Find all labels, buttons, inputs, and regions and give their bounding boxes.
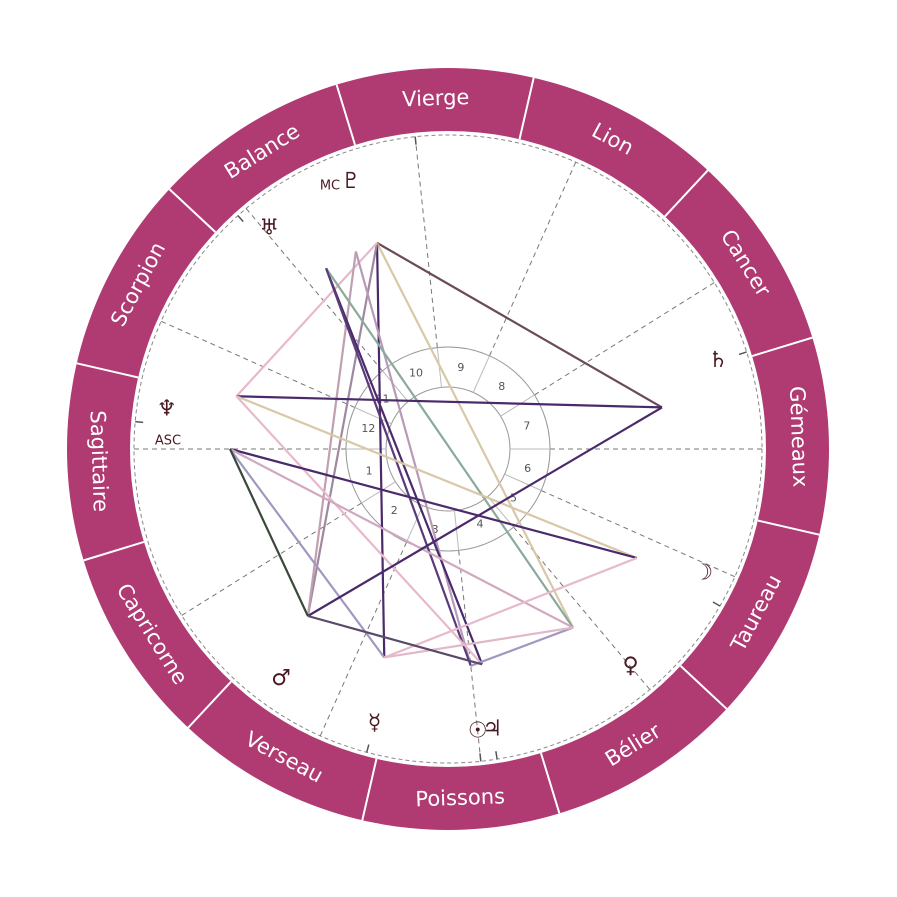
uranus-glyph-icon: ♅ bbox=[259, 215, 279, 240]
sign-divider bbox=[751, 336, 813, 357]
sign-divider bbox=[540, 752, 561, 814]
sun-glyph-icon: ☉ bbox=[468, 718, 488, 743]
cusp-tick bbox=[738, 351, 747, 356]
cusp-tick bbox=[712, 601, 721, 607]
mars-glyph-icon: ♂ bbox=[271, 666, 291, 691]
aspect-line bbox=[383, 556, 638, 659]
cusp-tick bbox=[414, 136, 417, 145]
aspect-line bbox=[470, 626, 574, 667]
aspect-line bbox=[236, 395, 638, 560]
mercury-glyph-icon: ☿ bbox=[368, 710, 382, 735]
sign-divider bbox=[168, 188, 217, 233]
cusp-tick bbox=[135, 420, 144, 424]
cusp-tick bbox=[495, 751, 498, 760]
jupiter-glyph-icon: ♃ bbox=[483, 717, 503, 742]
sign-divider bbox=[335, 84, 356, 146]
aspect-lines bbox=[229, 241, 663, 667]
aspect-line bbox=[306, 242, 379, 617]
sign-divider bbox=[664, 169, 709, 218]
sign-divider bbox=[518, 77, 535, 140]
cusp-ticks bbox=[135, 136, 747, 762]
sign-divider bbox=[679, 665, 728, 710]
aspect-line bbox=[229, 448, 309, 617]
house-number-12: 12 bbox=[361, 422, 375, 435]
house-number-2: 2 bbox=[391, 504, 398, 517]
house-spoke bbox=[406, 505, 424, 543]
house-number-9: 9 bbox=[457, 361, 464, 374]
house-number-1: 1 bbox=[366, 465, 373, 478]
house-number-7: 7 bbox=[523, 419, 530, 432]
aspect-line bbox=[384, 626, 574, 659]
pluto-glyph-icon: ♇ bbox=[341, 169, 361, 194]
house-number-3: 3 bbox=[432, 523, 439, 536]
house-spoke bbox=[472, 355, 490, 393]
planet-glyphs: ♇ ♅ ♆ ♄ ☽ ♀ ☉♃ ☿ ♂ bbox=[157, 169, 728, 743]
sign-label-vierge: Vierge bbox=[402, 85, 470, 111]
house-number-4: 4 bbox=[477, 517, 484, 530]
house-spoke bbox=[361, 481, 396, 504]
mc-label: MC bbox=[320, 179, 340, 194]
aspect-line bbox=[229, 448, 574, 629]
aspect-line bbox=[375, 242, 386, 658]
house-number-8: 8 bbox=[498, 380, 505, 393]
asc-label: ASC bbox=[155, 434, 181, 449]
aspect-line bbox=[229, 448, 386, 659]
cusp-tick bbox=[479, 753, 482, 762]
cusp-tick bbox=[237, 215, 244, 223]
aspect-line bbox=[229, 447, 638, 560]
aspect-line bbox=[235, 395, 483, 666]
sign-divider bbox=[757, 519, 820, 536]
aspect-line bbox=[325, 267, 472, 667]
aspect-line bbox=[376, 242, 575, 629]
house-number-5: 5 bbox=[510, 491, 517, 504]
house-number-10: 10 bbox=[409, 367, 423, 380]
sign-label-sagittaire: Sagittaire bbox=[85, 410, 113, 512]
house-spoke bbox=[382, 370, 409, 402]
house-spoke bbox=[504, 473, 542, 491]
sign-label-poissons: Poissons bbox=[415, 784, 505, 811]
sign-label-gemeaux: Gémeaux bbox=[785, 386, 813, 488]
house-spoke bbox=[487, 496, 514, 528]
sign-divider bbox=[83, 541, 145, 562]
saturn-glyph-icon: ♄ bbox=[708, 348, 728, 373]
sign-divider bbox=[361, 758, 378, 821]
neptune-glyph-icon: ♆ bbox=[157, 396, 177, 421]
sign-dividers bbox=[76, 77, 820, 821]
aspect-line bbox=[307, 614, 483, 666]
sign-divider bbox=[76, 362, 139, 379]
house-number-6: 6 bbox=[524, 462, 531, 475]
aspect-line bbox=[307, 406, 663, 617]
house-spoke bbox=[500, 394, 535, 417]
aspect-line bbox=[236, 395, 663, 409]
house-numbers: 123456789101112 bbox=[361, 361, 531, 536]
aspect-line bbox=[325, 267, 574, 629]
cusp-tick bbox=[366, 744, 370, 753]
house-number-ring-inner bbox=[385, 386, 511, 512]
moon-glyph-icon: ☽ bbox=[693, 560, 713, 585]
aspect-line bbox=[325, 267, 484, 665]
aspect-line bbox=[354, 251, 472, 667]
house-spoke bbox=[453, 510, 460, 551]
venus-glyph-icon: ♀ bbox=[622, 654, 638, 679]
sign-divider bbox=[187, 680, 232, 729]
aspect-line bbox=[376, 241, 663, 409]
